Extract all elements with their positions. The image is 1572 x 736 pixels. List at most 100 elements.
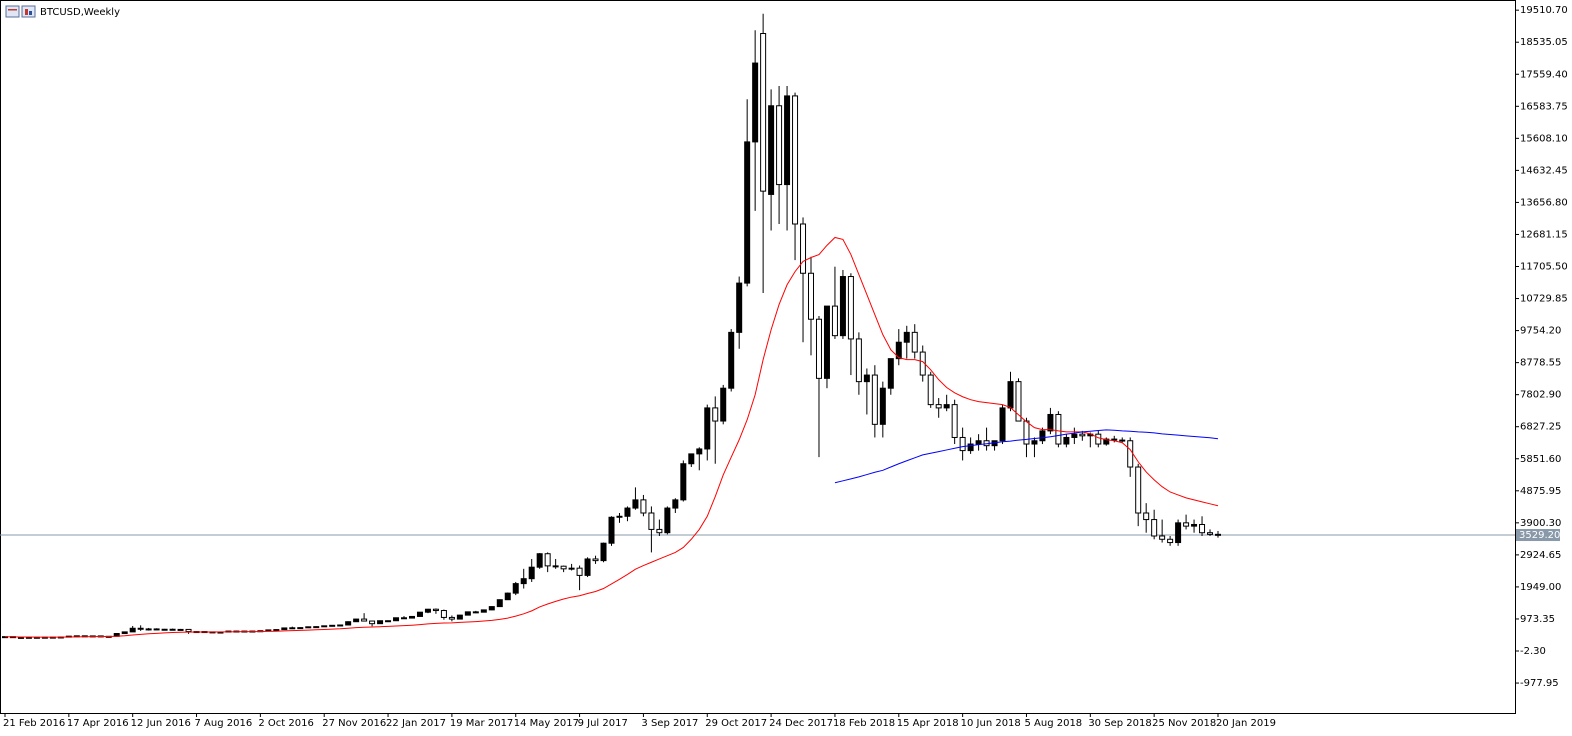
candle-body	[839, 276, 846, 337]
candle-body	[440, 610, 447, 618]
y-tick-label: 12681.15	[1520, 229, 1568, 240]
y-tick-label: 10729.85	[1520, 294, 1568, 305]
x-tick-label: 12 Jun 2016	[131, 718, 191, 729]
candle-body	[480, 609, 487, 613]
candle-body	[879, 387, 886, 425]
candle-body	[177, 628, 184, 631]
candle-body	[1007, 381, 1014, 409]
candle-body	[935, 404, 942, 409]
candle-body	[624, 507, 631, 517]
candle-body	[345, 621, 352, 626]
candle-body	[1215, 533, 1221, 536]
candle-body	[129, 627, 136, 633]
candle-body	[1183, 522, 1190, 527]
x-tick-label: 22 Jan 2017	[386, 718, 446, 729]
candle-body	[289, 627, 296, 630]
candle-body	[1199, 523, 1206, 534]
candle-body	[1015, 381, 1022, 422]
candle-body	[297, 627, 304, 630]
candle-body	[552, 565, 559, 568]
x-tick-label: 5 Aug 2018	[1024, 718, 1082, 729]
candle-body	[361, 618, 368, 622]
candle-body	[696, 448, 703, 455]
x-tick-label: 10 Jun 2018	[961, 718, 1021, 729]
candle-body	[887, 358, 894, 389]
candle-body	[448, 616, 455, 620]
candle-body	[432, 608, 439, 612]
candle-body	[544, 553, 551, 567]
candle-body	[1151, 519, 1158, 537]
candle-body	[496, 599, 503, 608]
candle-body	[369, 620, 376, 625]
moving-average-line	[834, 429, 1219, 484]
candle-body	[520, 578, 527, 585]
candle-body	[1135, 466, 1142, 514]
y-tick-label: 8778.55	[1520, 358, 1561, 369]
candle-body	[712, 407, 719, 422]
y-tick-label: 18535.05	[1520, 37, 1568, 48]
candle-body	[744, 141, 751, 284]
candle-body	[464, 611, 471, 616]
y-tick-label: 4875.95	[1520, 486, 1561, 497]
candle-body	[161, 628, 168, 631]
candle-body	[153, 628, 160, 631]
candle-body	[424, 608, 431, 613]
x-tick-label: 2 Oct 2016	[258, 718, 313, 729]
candle-body	[656, 528, 663, 534]
candle-body	[472, 611, 479, 614]
y-tick-label: 7802.90	[1520, 390, 1561, 401]
candle-body	[313, 626, 320, 629]
price-label: 3529.20	[1519, 530, 1560, 541]
x-tick-label: 25 Nov 2018	[1152, 718, 1216, 729]
x-tick-label: 3 Sep 2017	[641, 718, 698, 729]
y-tick-label: -2.30	[1520, 646, 1546, 657]
candle-body	[592, 558, 599, 562]
candle-body	[823, 305, 830, 379]
icon-bar	[25, 9, 28, 15]
candle-body	[401, 617, 408, 620]
candle-body	[1127, 440, 1134, 468]
candle-body	[903, 331, 910, 343]
y-tick-label: 16583.75	[1520, 101, 1568, 112]
x-tick-label: 19 Mar 2017	[450, 718, 513, 729]
x-tick-label: 21 Feb 2016	[3, 718, 65, 729]
x-tick-label: 7 Aug 2016	[195, 718, 253, 729]
y-tick-label: 973.35	[1520, 614, 1555, 625]
candle-body	[121, 631, 128, 635]
candle-body	[1143, 512, 1150, 521]
candle-body	[951, 404, 958, 438]
x-tick-label: 9 Jul 2017	[578, 718, 628, 729]
price-label-box	[1516, 529, 1560, 542]
y-tick-label: 3900.30	[1520, 518, 1561, 529]
candle-body	[1063, 436, 1070, 445]
candle-body	[1039, 430, 1046, 442]
candle-body	[776, 105, 783, 186]
candle-body	[640, 499, 647, 514]
candle-body	[17, 636, 24, 639]
y-tick-label: 6827.25	[1520, 422, 1561, 433]
x-tick-label: 18 Feb 2018	[833, 718, 895, 729]
candle-body	[664, 507, 671, 534]
candle-body	[784, 95, 791, 186]
candle-body	[353, 618, 360, 623]
candle-body	[975, 440, 982, 445]
candle-body	[512, 583, 519, 594]
y-tick-label: 15608.10	[1520, 133, 1568, 144]
candle-body	[568, 567, 575, 570]
candle-body	[608, 516, 615, 544]
candle-body	[736, 282, 743, 333]
candle-body	[1047, 413, 1054, 432]
candle-body	[871, 374, 878, 425]
chart-title: BTCUSD,Weekly	[40, 7, 120, 18]
candle-body	[456, 614, 463, 620]
candle-body	[616, 515, 623, 518]
y-tick-label: 13656.80	[1520, 197, 1568, 208]
symbol-icon	[5, 5, 36, 18]
x-tick-label: 27 Nov 2016	[322, 718, 386, 729]
candle-body	[847, 276, 854, 340]
candle-body	[393, 617, 400, 622]
x-tick-label: 24 Dec 2017	[769, 718, 833, 729]
candle-body	[265, 629, 272, 632]
candle-body	[321, 625, 328, 628]
icon-bar	[29, 11, 32, 15]
